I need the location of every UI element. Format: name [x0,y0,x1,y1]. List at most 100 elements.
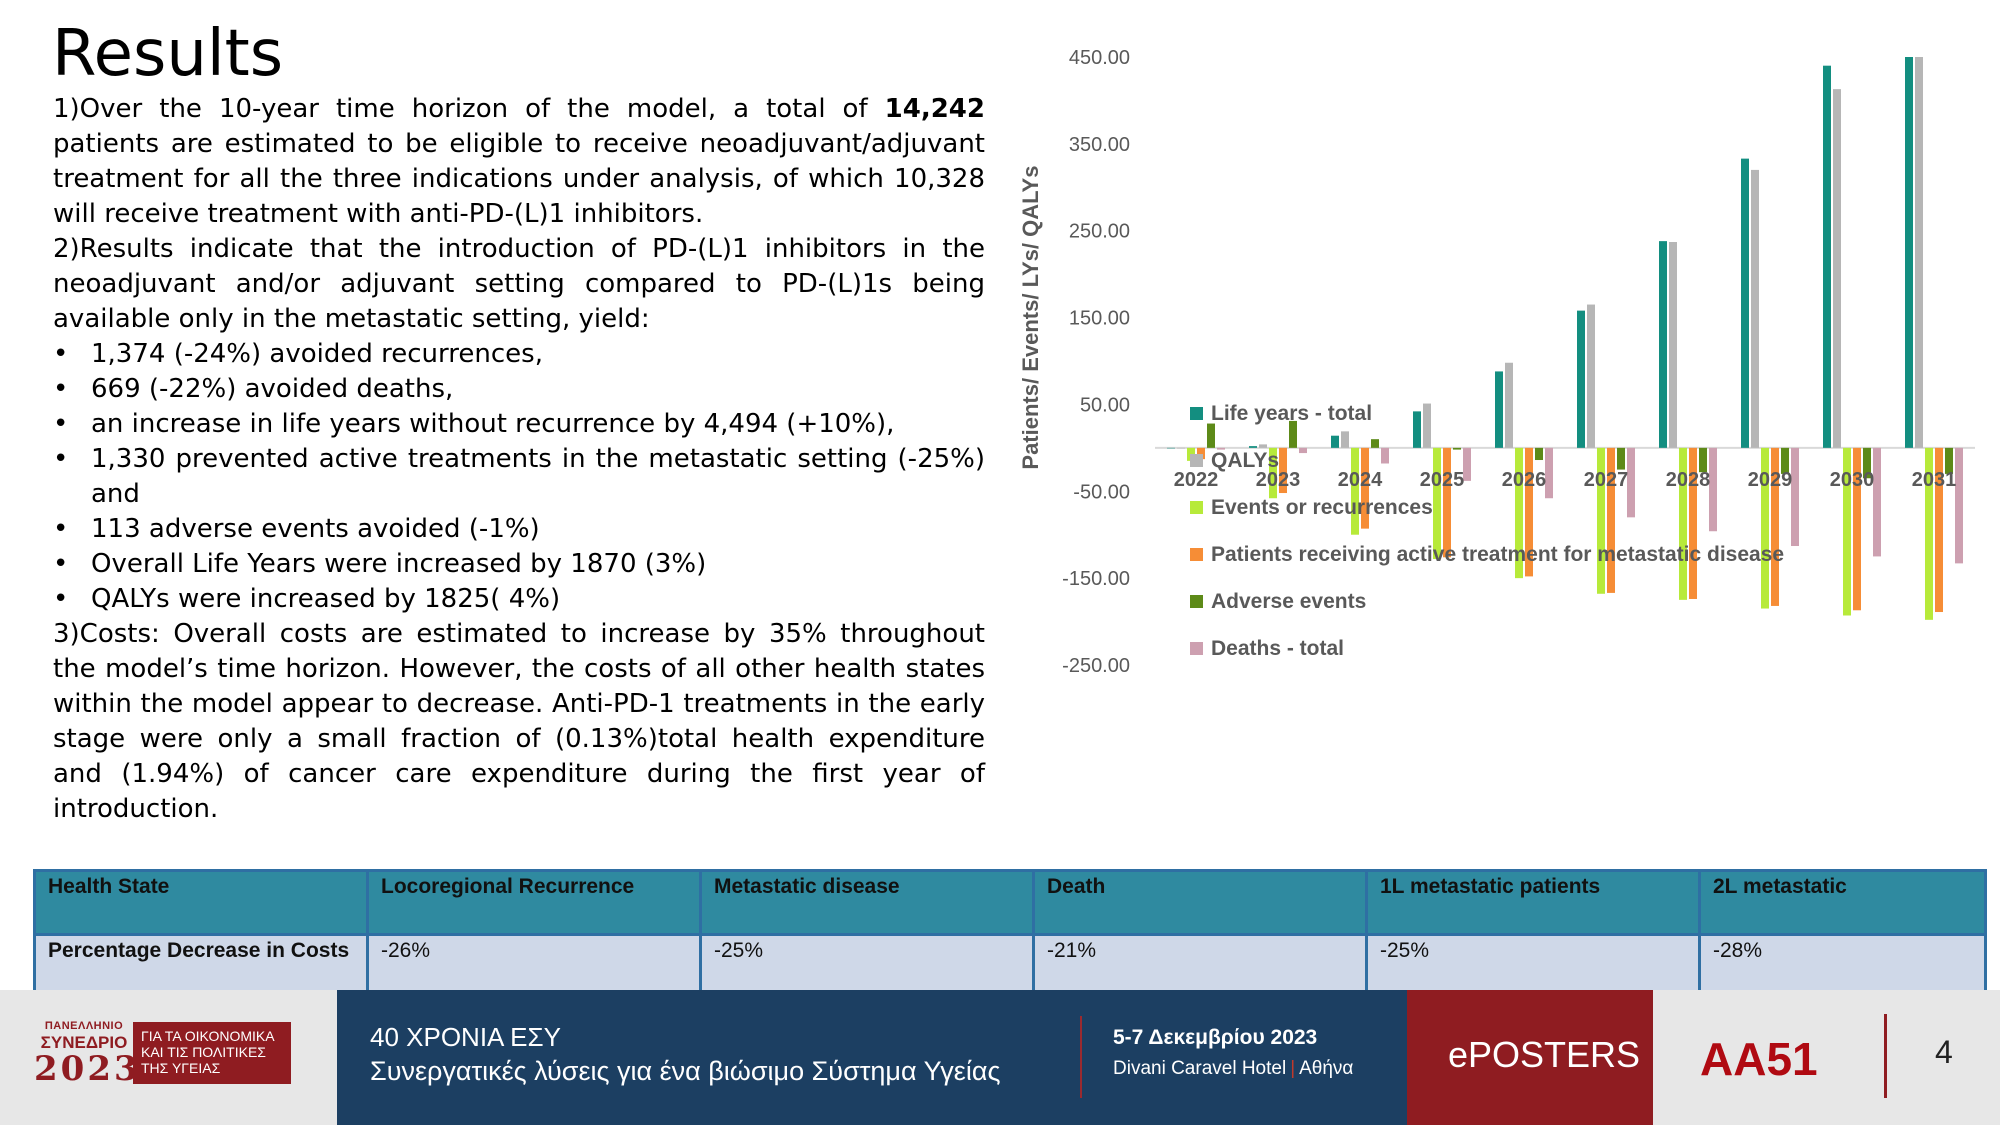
y-tick-label: -50.00 [1073,481,1130,503]
chart-bar [1771,447,1779,606]
venue-separator: | [1290,1058,1296,1079]
y-tick-label: 350.00 [1069,134,1130,156]
logo-year: 2023 [34,1049,141,1089]
page-number: 4 [1935,1034,1953,1070]
chart-bar [1433,447,1441,560]
x-tick-label: 2029 [1748,469,1793,491]
chart-bar [1699,447,1707,473]
chart-bar [1577,310,1585,448]
legend-label: Events or recurrences [1211,496,1433,519]
chart-bar [1741,158,1749,448]
chart-bar [1669,242,1677,448]
table-header-cell: Health State [33,869,369,936]
chart-bar [1217,447,1225,450]
legend-swatch [1190,407,1203,420]
x-tick-label: 2026 [1502,469,1547,491]
conference-logo: ΠΑΝΕΛΛΗΝΙΟ ΣΥΝΕΔΡΙΟ 2023 ΓΙΑ ΤΑ ΟΙΚΟΝΟΜΙ… [0,990,337,1125]
y-tick-label: -250.00 [1062,655,1130,677]
bullet-item: Overall Life Years were increased by 187… [53,547,985,582]
legend-swatch [1190,548,1203,561]
chart-bar [1679,447,1687,600]
y-tick-label: 50.00 [1080,394,1130,416]
chart-bar [1413,411,1421,448]
table-header-row: Health State Locoregional Recurrence Met… [33,869,1987,936]
results-bullet-list: 1,374 (-24%) avoided recurrences, 669 (-… [53,337,985,617]
chart-bar [1925,447,1933,620]
table-cell: -25% [699,933,1035,996]
chart-bar [1833,89,1841,448]
x-tick-label: 2025 [1420,469,1465,491]
chart-bar [1505,362,1513,448]
chart-bar [1853,447,1861,611]
chart-bar [1627,447,1635,518]
legend-swatch [1190,454,1203,467]
chart-bar [1525,447,1533,577]
bullet-item: 1,374 (-24%) avoided recurrences, [53,337,985,372]
y-tick-label: 250.00 [1069,221,1130,243]
chart-bar [1617,447,1625,470]
legend-label: Patients receiving active treatment for … [1211,543,1784,566]
poster-id-divider [1884,1014,1887,1098]
legend-swatch [1190,595,1203,608]
chart-bar [1823,65,1831,448]
table-cell: -26% [366,933,702,996]
bullet-item: QALYs were increased by 1825( 4%) [53,582,985,617]
bullet-item: 669 (-22%) avoided deaths, [53,372,985,407]
legend-label: QALYs [1211,449,1279,472]
results-text: 1)Over the 10-year time horizon of the m… [53,92,985,827]
chart-bar [1781,447,1789,474]
chart-bar [1495,371,1503,448]
chart-bar [1167,447,1175,449]
chart-bar [1443,447,1451,558]
table-cell: Percentage Decrease in Costs [33,933,369,996]
chart-bar [1299,447,1307,454]
legend-swatch [1190,501,1203,514]
chart-bar [1751,169,1759,448]
chart-bar [1945,447,1953,474]
poster-id-panel [1653,990,2000,1125]
table-header-cell: 2L metastatic [1698,869,1987,936]
legend-label: Life years - total [1211,402,1372,425]
table-header-cell: Locoregional Recurrence [366,869,702,936]
conference-venue: Divani Caravel Hotel | Αθήνα [1113,1058,1353,1080]
chart-bar [1761,447,1769,609]
table-header-cell: Death [1032,869,1368,936]
chart-bar [1423,403,1431,448]
chart-bar [1689,447,1697,599]
chart-bar [1587,304,1595,448]
logo-text: ΠΑΝΕΛΛΗΝΙΟ ΣΥΝΕΔΡΙΟ 2023 [34,1020,141,1089]
chart-bar [1463,447,1471,481]
chart-bar [1207,423,1215,448]
x-tick-label: 2027 [1584,469,1629,491]
chart-bar [1351,447,1359,535]
y-tick-label: 150.00 [1069,308,1130,330]
chart-bar [1843,447,1851,616]
eposters-label: ePOSTERS [1448,1034,1641,1075]
chart-bar [1269,447,1277,499]
bullet-item: an increase in life years without recurr… [53,407,985,442]
x-tick-label: 2022 [1174,469,1219,491]
conference-banner [337,990,1407,1125]
chart-bar [1791,447,1799,547]
table-cell: -28% [1698,933,1987,996]
chart-bar [1607,447,1615,593]
legend-label: Deaths - total [1211,637,1344,660]
venue-name: Divani Caravel Hotel [1113,1058,1287,1079]
chart-bar [1935,447,1943,613]
legend-swatch [1190,642,1203,655]
x-tick-label: 2023 [1256,469,1301,491]
chart-bar [1709,447,1717,532]
chart-bar [1259,444,1267,448]
bullet-item: 1,330 prevented active treatments in the… [53,442,985,512]
table-header-cell: Metastatic disease [699,869,1035,936]
y-tick-label: -150.00 [1062,568,1130,590]
cost-decrease-table: Health State Locoregional Recurrence Met… [33,869,1987,996]
results-bar-chart: 450.00 350.00 250.00 150.00 50.00 -50.00 -150.… [1018,47,1975,677]
banner-divider [1080,1016,1082,1098]
chart-bar [1659,241,1667,448]
logo-top-text: ΠΑΝΕΛΛΗΝΙΟ [44,1020,124,1032]
x-tick-label: 2024 [1338,469,1383,491]
venue-city: Αθήνα [1299,1058,1354,1079]
poster-code: AA51 [1700,1033,1818,1085]
chart-bar [1279,447,1287,494]
